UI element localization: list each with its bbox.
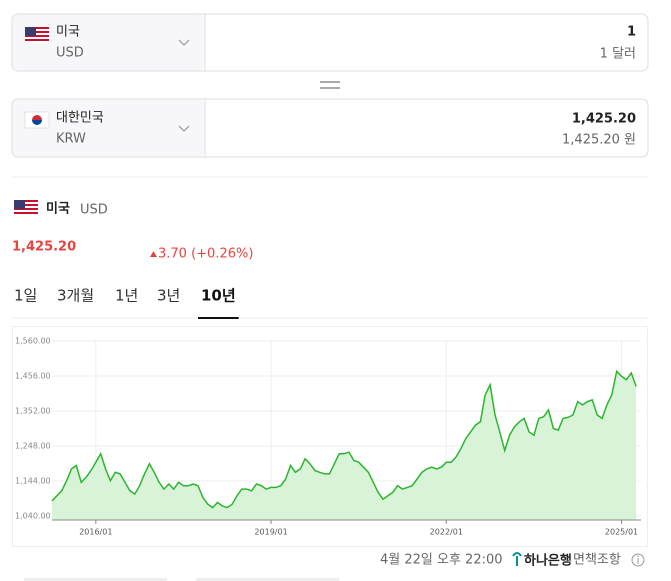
currency-code: USD [56,46,84,61]
info-icon[interactable] [631,553,645,567]
active-tab-underline [198,317,239,319]
to-select[interactable] [12,99,205,157]
tabs: 1일 3개월 1년 3년 10년 [14,287,239,319]
swap-icon[interactable] [320,81,340,89]
currency-code: KRW [56,132,86,147]
country: 미국 [56,25,80,40]
x-tick-label: 2016/01 [79,528,112,537]
y-tick-label: 1,144.00 [15,477,51,486]
y-tick-label: 1,352.00 [15,407,51,416]
chart: 1,040.00 1,144.00 1,248.00 1,352.00 1,456.00… [15,337,641,537]
tab[interactable]: 1일 [14,287,37,305]
tab[interactable]: 10년 [201,287,236,305]
button[interactable] [196,578,339,581]
dot [567,559,571,563]
country: 미국 [46,201,70,217]
kr-flag [24,111,50,129]
area [52,371,637,520]
up-arrow [150,251,157,257]
us-flag [14,200,38,216]
from-select[interactable] [12,14,205,71]
button[interactable] [24,578,167,581]
y-tick-label: 1,456.00 [15,372,51,381]
us-flag [25,27,49,43]
currency-code: USD [80,203,108,218]
amount[interactable]: 1,425.20 [572,112,636,127]
timestamp: 4월 22일 오후 22:00 [380,553,503,568]
x-tick-label: 2022/01 [430,528,463,537]
disclaimer[interactable]: 면책조항 [573,553,621,568]
amount-label: 1 달러 [600,47,636,62]
change: 3.70 (+0.26%) [158,247,253,262]
tab[interactable]: 1년 [115,287,138,305]
amount[interactable]: 1 [627,25,636,40]
rate: 1,425.20 [12,240,76,255]
chart-frame [12,326,648,547]
y-tick-label: 1,248.00 [15,442,51,451]
bank: 하나은행 [524,553,572,569]
country: 대한민국 [56,111,104,126]
tab[interactable]: 3년 [157,287,180,305]
x-tick-label: 2025/01 [605,528,638,537]
bank-logo [512,552,522,566]
chevron [178,39,190,47]
amount-label: 1,425.20 원 [562,133,636,148]
tab[interactable]: 3개월 [57,287,94,305]
x-tick-label: 2019/01 [254,528,287,537]
line [51,369,637,509]
chevron [178,125,190,133]
y-tick-label: 1,040.00 [15,512,51,521]
y-tick-label: 1,560.00 [15,337,51,346]
